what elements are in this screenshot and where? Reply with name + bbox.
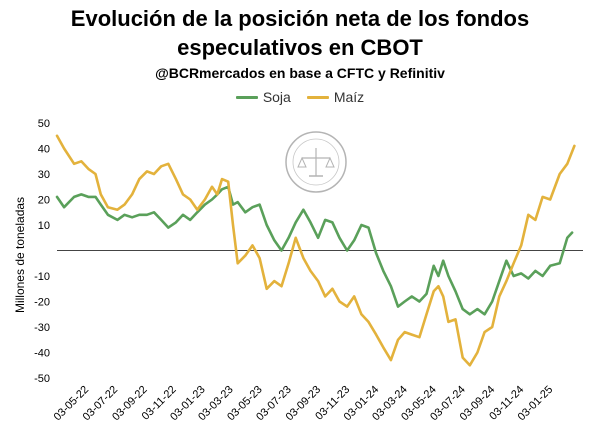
y-tick-label: -30 xyxy=(34,322,50,334)
series-line-soja xyxy=(55,185,574,316)
legend-item-maiz: Maíz xyxy=(306,89,365,105)
y-tick-label: -50 xyxy=(34,373,50,385)
y-tick-label: 30 xyxy=(38,169,50,181)
y-tick-label: -20 xyxy=(34,297,50,309)
y-tick-label: 50 xyxy=(38,118,50,130)
y-tick-label: 10 xyxy=(38,220,50,232)
chart-title-line2: especulativos en CBOT xyxy=(177,35,423,60)
chart-subtitle: @BCRmercados en base a CFTC y Refinitiv xyxy=(155,65,445,81)
bcr-seal-watermark xyxy=(285,131,347,193)
legend-swatch-soja xyxy=(235,95,258,99)
y-tick-label: 40 xyxy=(38,144,50,156)
y-axis: 50 40 30 20 10 -10 -20 -30 -40 -50 xyxy=(34,118,50,385)
legend-label-maiz: Maíz xyxy=(333,89,365,105)
y-tick-label: -40 xyxy=(34,348,50,360)
legend-label-soja: Soja xyxy=(262,89,291,105)
series-line-maz xyxy=(55,134,576,367)
y-tick-label: -10 xyxy=(34,271,50,283)
legend-item-soja: Soja xyxy=(235,89,291,105)
legend-swatch-maiz xyxy=(306,95,329,99)
x-axis: 03-05-2203-07-2203-09-2203-11-2203-01-23… xyxy=(52,384,556,424)
chart-title-line1: Evolución de la posición neta de los fon… xyxy=(70,6,530,31)
series-layer xyxy=(55,134,576,367)
chart-legend: Soja Maíz xyxy=(0,89,600,105)
y-axis-title: Millones de toneladas xyxy=(13,197,27,313)
y-tick-label: 20 xyxy=(38,195,50,207)
